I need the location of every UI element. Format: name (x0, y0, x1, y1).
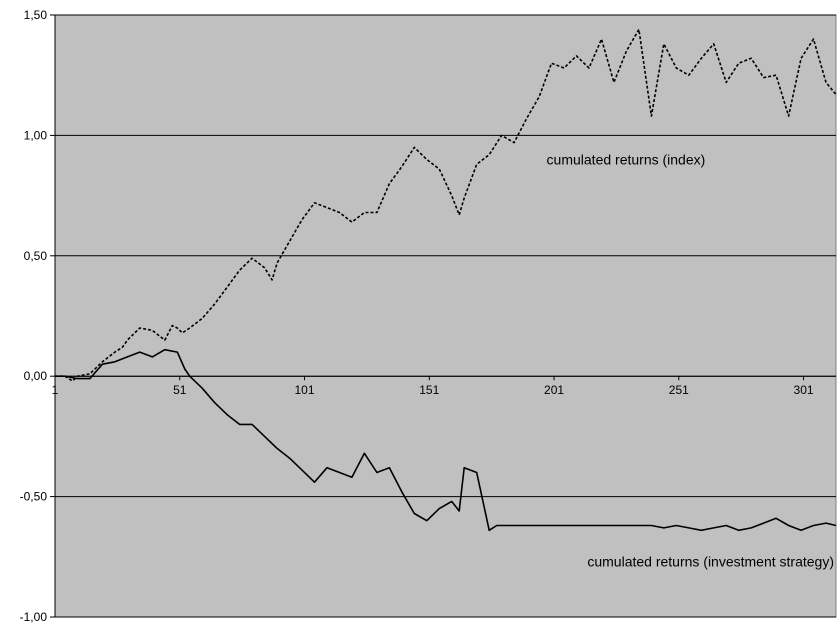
annotation-index: cumulated returns (index) (547, 151, 706, 167)
y-tick-label: 1,50 (24, 8, 48, 22)
y-axis: 1,50 1,00 0,50 0,00 -0,50 -1,00 (20, 8, 56, 624)
x-tick-label: 201 (544, 383, 564, 397)
y-tick-label: 0,00 (24, 369, 48, 383)
series-line-index (55, 28, 837, 382)
y-tick-label: -1,00 (20, 610, 48, 624)
gridlines (55, 14, 836, 618)
x-tick-label: 101 (295, 383, 315, 397)
x-tick-label: 251 (669, 383, 689, 397)
series-line-strategy (55, 348, 837, 532)
y-tick-label: 0,50 (24, 249, 48, 263)
series-lines (55, 28, 837, 532)
annotation-strategy: cumulated returns (investment strategy) (587, 554, 834, 570)
x-tick-label: 51 (173, 383, 187, 397)
x-tick-label: 151 (419, 383, 439, 397)
x-tick-label: 301 (794, 383, 814, 397)
y-tick-label: -0,50 (20, 490, 48, 504)
y-tick-label: 1,00 (24, 128, 48, 142)
plot-area (54, 14, 837, 618)
